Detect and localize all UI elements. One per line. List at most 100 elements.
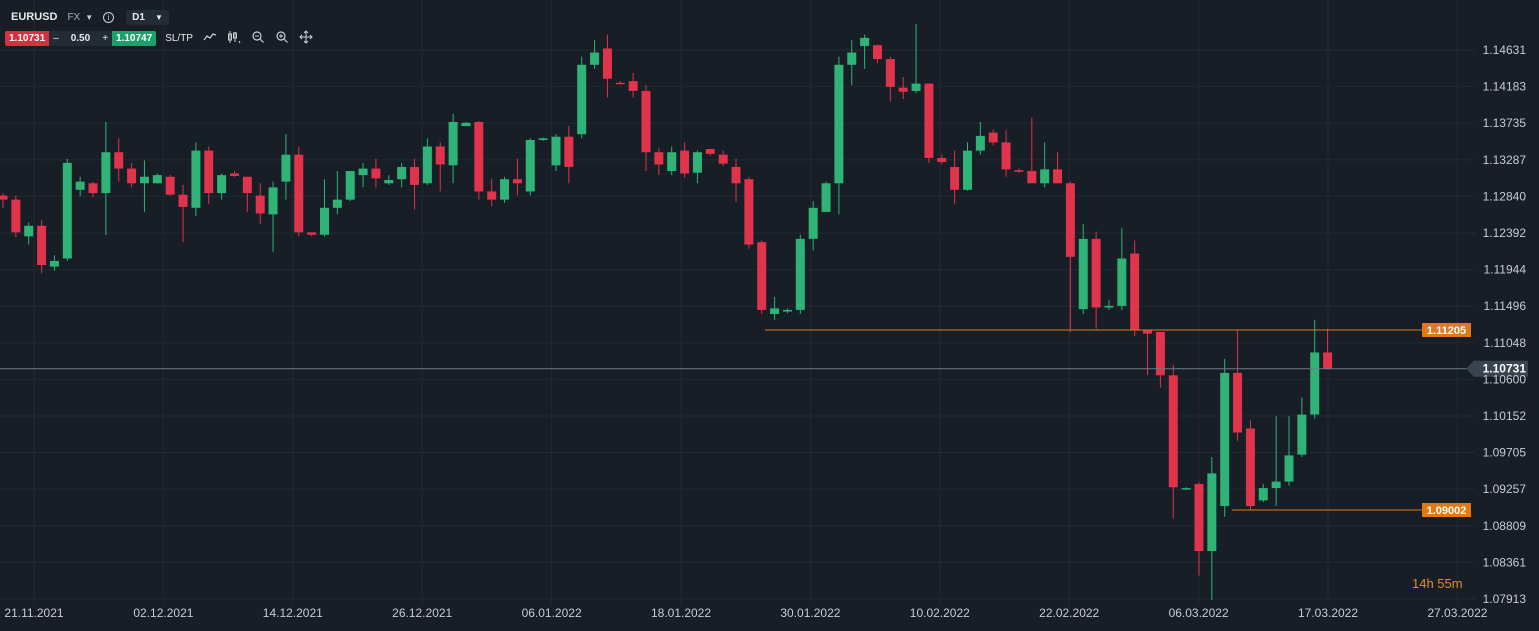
candle-body[interactable] (654, 152, 664, 165)
candle-body[interactable] (731, 166, 741, 184)
candle-body[interactable] (602, 48, 612, 79)
quantity-input[interactable]: 0.50 (62, 30, 99, 46)
candle-body[interactable] (88, 183, 98, 194)
candle-body[interactable] (963, 150, 972, 190)
candle-body[interactable] (1271, 481, 1281, 489)
candle-body[interactable] (885, 59, 895, 87)
candle-body[interactable] (229, 173, 239, 176)
candle-body[interactable] (782, 309, 792, 312)
candle-body[interactable] (924, 83, 934, 158)
candles-icon[interactable] (227, 30, 241, 47)
candle-body[interactable] (242, 176, 252, 194)
sell-button[interactable]: 1.10731 (5, 30, 50, 46)
candle-body[interactable] (538, 138, 548, 140)
candle-body[interactable] (307, 232, 317, 235)
candle-body[interactable] (217, 175, 227, 194)
sltp-button[interactable]: SL/TP (165, 32, 193, 44)
candle-body[interactable] (0, 195, 8, 200)
candle-body[interactable] (680, 150, 690, 174)
candle-body[interactable] (474, 121, 484, 192)
candle-body[interactable] (1181, 488, 1191, 490)
candle-body[interactable] (410, 166, 420, 185)
candle-body[interactable] (358, 168, 368, 176)
candle-body[interactable] (860, 37, 870, 46)
zoom-out-icon[interactable] (251, 30, 265, 47)
candle-body[interactable] (847, 52, 857, 65)
candle-body[interactable] (898, 87, 908, 92)
candle-body[interactable] (872, 45, 882, 60)
candle-body[interactable] (294, 154, 304, 233)
candle-body[interactable] (641, 90, 651, 153)
candle-body[interactable] (1130, 253, 1140, 331)
line-chart-icon[interactable] (203, 31, 217, 46)
candle-body[interactable] (1065, 183, 1075, 257)
candle-body[interactable] (718, 154, 728, 164)
increase-quantity-button[interactable]: + (98, 30, 113, 46)
candles-layer[interactable] (0, 23, 1333, 601)
candle-body[interactable] (397, 166, 407, 180)
zoom-in-icon[interactable] (275, 30, 289, 47)
candle-body[interactable] (1014, 170, 1024, 172)
candle-body[interactable] (937, 157, 947, 163)
candle-body[interactable] (667, 152, 677, 172)
candle-body[interactable] (320, 207, 329, 235)
symbol-label[interactable]: EURUSD (11, 11, 58, 23)
candle-body[interactable] (615, 82, 625, 85)
candle-body[interactable] (1078, 238, 1088, 310)
candle-body[interactable] (371, 168, 381, 179)
candle-body[interactable] (204, 150, 214, 194)
candle-body[interactable] (795, 238, 805, 310)
candle-body[interactable] (448, 121, 458, 166)
candle-body[interactable] (705, 148, 715, 154)
candle-body[interactable] (628, 81, 638, 91)
candle-body[interactable] (808, 207, 818, 239)
candle-body[interactable] (1053, 169, 1063, 184)
level-price-tag[interactable] (1422, 503, 1471, 518)
candle-body[interactable] (1233, 372, 1243, 433)
candle-body[interactable] (1117, 258, 1127, 306)
candle-body[interactable] (988, 132, 998, 143)
candle-body[interactable] (11, 199, 21, 233)
candle-body[interactable] (757, 242, 767, 310)
candle-body[interactable] (975, 135, 985, 151)
candle-body[interactable] (1040, 169, 1050, 184)
candle-body[interactable] (1155, 332, 1165, 376)
level-price-tag[interactable] (1422, 322, 1471, 337)
candle-body[interactable] (577, 64, 587, 135)
candle-body[interactable] (512, 179, 522, 184)
candle-body[interactable] (950, 166, 960, 190)
info-icon[interactable]: i (103, 11, 115, 23)
candle-body[interactable] (191, 150, 201, 208)
candle-body[interactable] (1104, 305, 1114, 308)
candle-body[interactable] (255, 195, 265, 214)
candle-body[interactable] (590, 52, 600, 65)
candle-body[interactable] (1001, 142, 1011, 170)
candle-body[interactable] (114, 152, 124, 169)
candle-body[interactable] (384, 180, 394, 184)
candle-body[interactable] (821, 183, 831, 212)
candle-body[interactable] (139, 176, 149, 184)
candle-body[interactable] (744, 179, 754, 245)
candle-body[interactable] (62, 162, 72, 259)
candle-body[interactable] (127, 168, 137, 184)
candle-body[interactable] (268, 187, 278, 215)
candle-body[interactable] (1027, 171, 1037, 184)
candle-body[interactable] (1091, 238, 1101, 308)
candle-body[interactable] (692, 152, 702, 173)
timeframe-select[interactable]: D1 ▼ (126, 9, 169, 25)
candle-body[interactable] (1245, 428, 1255, 507)
candle-body[interactable] (1284, 455, 1294, 482)
candle-body[interactable] (500, 179, 510, 200)
candle-body[interactable] (1220, 372, 1230, 507)
candle-body[interactable] (1310, 352, 1320, 415)
levels-layer[interactable]: 1.10731 1.11205 1.09002 (0, 322, 1528, 518)
candle-body[interactable] (770, 308, 780, 315)
chevron-down-icon[interactable]: ▼ (85, 12, 94, 22)
candle-body[interactable] (834, 64, 844, 184)
buy-button[interactable]: 1.10747 (112, 30, 157, 46)
candle-body[interactable] (281, 154, 291, 182)
candle-body[interactable] (564, 136, 574, 167)
candle-body[interactable] (1207, 473, 1217, 552)
candle-body[interactable] (1194, 484, 1204, 552)
